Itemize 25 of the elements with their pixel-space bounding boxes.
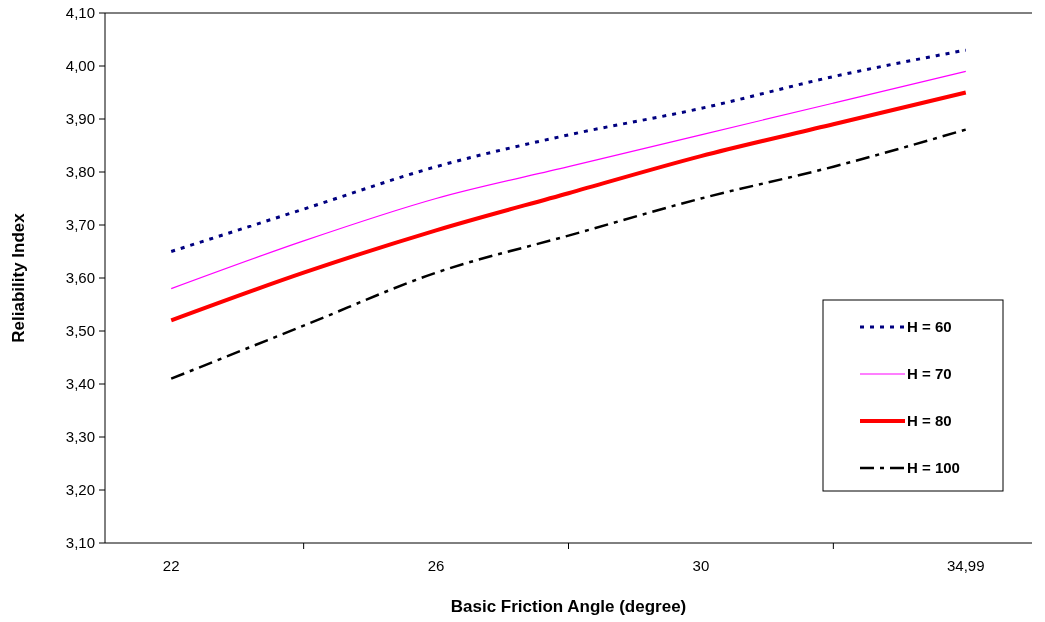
legend-label: H = 70 <box>907 365 952 383</box>
x-axis-title: Basic Friction Angle (degree) <box>450 597 687 616</box>
line-series <box>169 48 968 253</box>
y-tick-label: 3,30 <box>65 428 95 446</box>
line-series <box>169 90 968 323</box>
x-tick-label: 34,99 <box>947 557 985 574</box>
y-tick-label: 3,20 <box>65 481 95 499</box>
y-tick-label: 3,70 <box>65 216 95 234</box>
y-tick-label: 4,00 <box>65 57 95 75</box>
legend-label: H = 100 <box>907 459 960 477</box>
legend-label: H = 80 <box>907 412 952 430</box>
y-tick-label: 3,60 <box>65 269 95 287</box>
x-tick-label: 26 <box>427 557 445 574</box>
line-series <box>169 128 968 380</box>
y-tick-label: 3,80 <box>65 163 95 181</box>
y-tick-label: 4,10 <box>65 4 95 22</box>
y-tick-label: 3,50 <box>65 322 95 340</box>
line-series <box>170 70 967 290</box>
x-tick-label: 22 <box>162 557 180 574</box>
y-tick-label: 3,40 <box>65 375 95 393</box>
x-tick-label: 30 <box>692 557 710 574</box>
y-axis-title: Reliability Index <box>9 212 28 343</box>
legend-label: H = 60 <box>907 318 952 336</box>
y-tick-label: 3,90 <box>65 110 95 128</box>
y-tick-label: 3,10 <box>65 534 95 552</box>
